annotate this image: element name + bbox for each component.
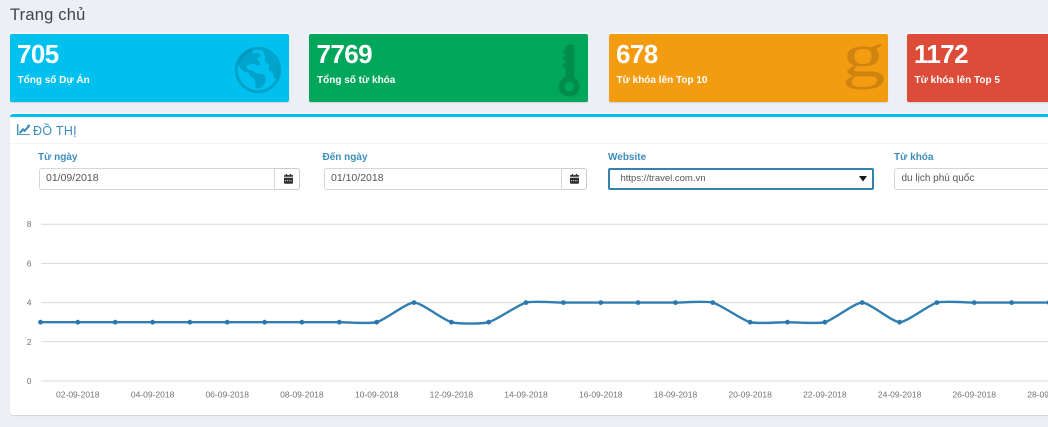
svg-text:22-09-2018: 22-09-2018 (803, 390, 847, 400)
svg-text:26-09-2018: 26-09-2018 (952, 390, 996, 400)
svg-text:24-09-2018: 24-09-2018 (878, 390, 922, 400)
svg-text:28-09-2018: 28-09-2018 (1027, 390, 1048, 400)
svg-text:20-09-2018: 20-09-2018 (728, 390, 772, 400)
svg-text:02-09-2018: 02-09-2018 (56, 390, 100, 400)
svg-text:08-09-2018: 08-09-2018 (280, 390, 324, 400)
svg-text:12-09-2018: 12-09-2018 (430, 390, 474, 400)
svg-text:4: 4 (27, 298, 32, 308)
svg-text:0: 0 (27, 376, 32, 386)
svg-text:04-09-2018: 04-09-2018 (131, 390, 175, 400)
svg-text:8: 8 (27, 219, 32, 229)
svg-text:18-09-2018: 18-09-2018 (654, 390, 698, 400)
svg-text:10-09-2018: 10-09-2018 (355, 390, 399, 400)
svg-text:6: 6 (27, 258, 32, 268)
svg-text:16-09-2018: 16-09-2018 (579, 390, 623, 400)
svg-text:06-09-2018: 06-09-2018 (205, 390, 249, 400)
svg-text:2: 2 (27, 337, 32, 347)
svg-text:14-09-2018: 14-09-2018 (504, 390, 548, 400)
